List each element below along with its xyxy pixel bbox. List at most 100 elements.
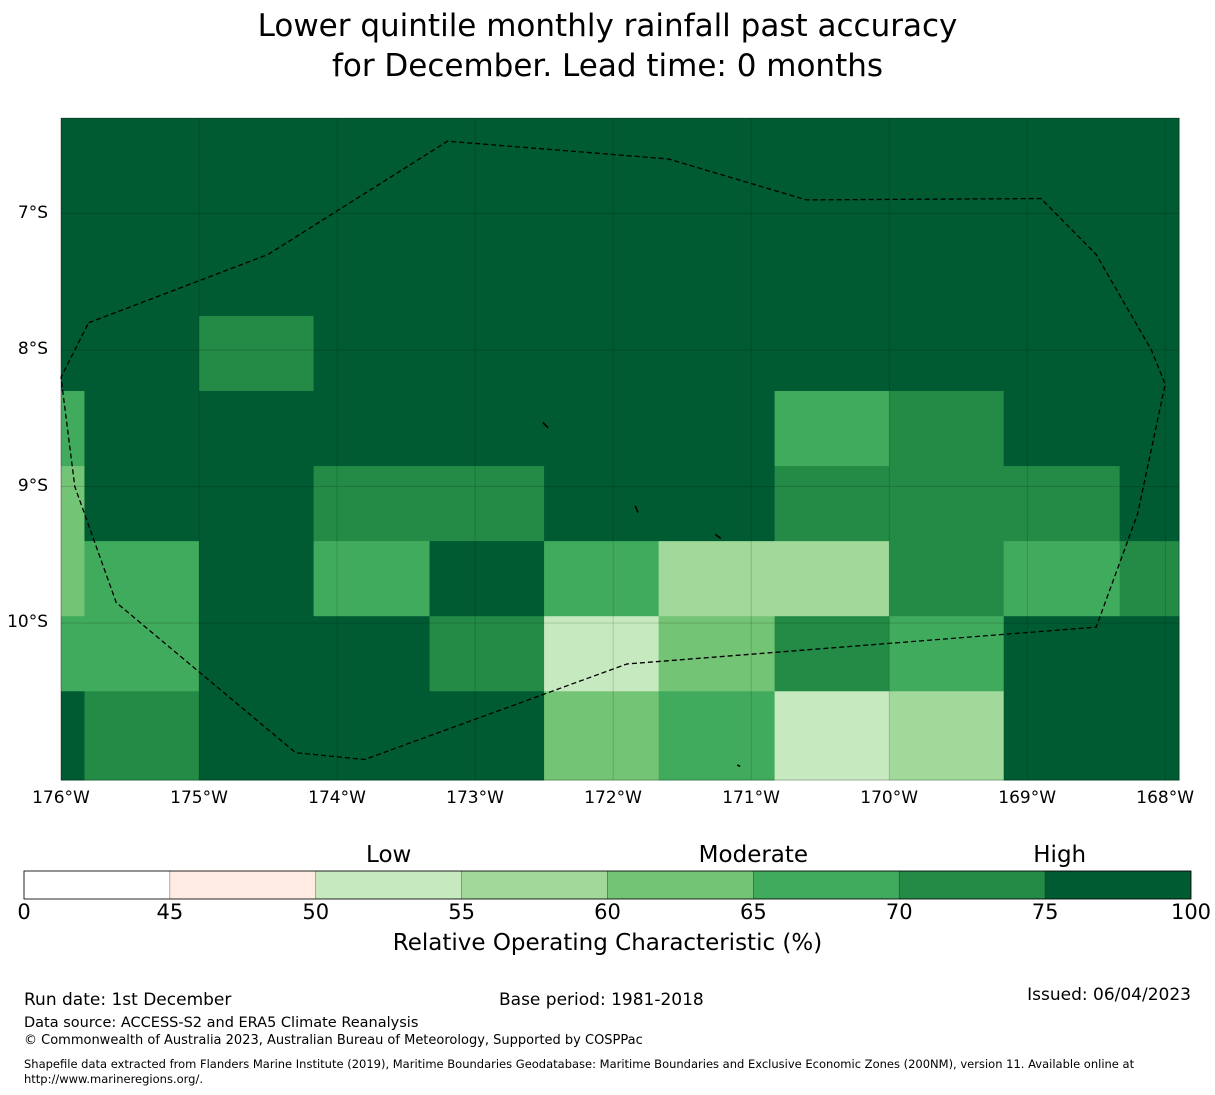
grid-cell-r3-c4 [429, 541, 545, 617]
grid-cell-r4-c7 [774, 616, 890, 692]
grid-cell-r0-c1 [84, 118, 200, 392]
lat-label-3: 10°S [7, 612, 48, 633]
grid-cell-r4-c1 [84, 616, 200, 692]
colorbar-frame [23, 870, 1192, 900]
colorbar [23, 870, 1192, 900]
grid-cell-r3-c8 [889, 541, 1005, 617]
grid-cell-r1-c9 [1003, 390, 1121, 467]
grid-cell-r1-c0 [61, 390, 85, 467]
grid-cell-r5-c1 [84, 691, 200, 781]
grid-cell-r0-c3 [313, 118, 431, 392]
colorbar-bin-1 [169, 870, 317, 900]
colorbar-category-high: High [1033, 842, 1087, 868]
grid-cell-r1-c1 [84, 390, 200, 467]
grid-cell-r1-c7 [774, 390, 890, 467]
colorbar-tick-6: 70 [885, 900, 913, 924]
grid-cell-r1-c5 [544, 390, 660, 467]
colorbar-title: Relative Operating Characteristic (%) [392, 930, 823, 956]
lat-label-0: 7°S [17, 202, 48, 223]
grid-cell-r0-c5 [544, 118, 660, 392]
copyright: © Commonwealth of Australia 2023, Austra… [24, 1033, 643, 1048]
grid-cell-r3-c0 [61, 541, 85, 617]
grid-cell-r2-c7 [774, 466, 890, 542]
grid-cell-r3-c5 [544, 541, 660, 617]
shapefile-credit-line-1: Shapefile data extracted from Flanders M… [24, 1057, 1135, 1071]
grid-cell-r0-c9 [1003, 118, 1121, 392]
grid-cell-r4-c8 [889, 616, 1005, 692]
grid-cell-r1-c3 [313, 390, 431, 467]
grid-cell-r1-c10 [1119, 390, 1180, 467]
title-line-1: Lower quintile monthly rainfall past acc… [257, 8, 958, 44]
map-frame [60, 117, 1180, 781]
grid-cell-r5-c3 [313, 691, 431, 781]
colorbar-bin-2 [315, 870, 462, 900]
islands-layer [542, 421, 741, 768]
colorbar-tick-2: 50 [302, 900, 330, 924]
grid-cell-r3-c3 [313, 541, 431, 617]
grid-cell-r4-c4 [429, 616, 545, 692]
grid-cell-r5-c2 [199, 691, 315, 781]
grid-cell-r5-c0 [61, 691, 85, 781]
grid-cell-r4-c10 [1119, 616, 1180, 692]
grid-cell-r0-c0 [61, 118, 85, 392]
grid-cell-extra-0 [199, 315, 314, 391]
grid-cell-r3-c7 [774, 541, 890, 617]
eez-boundary [60, 140, 1166, 761]
grid-cell-r5-c7 [774, 691, 890, 781]
grid-cell-r2-c3 [313, 466, 431, 542]
grid-cell-r2-c6 [658, 466, 776, 542]
island-2 [714, 533, 722, 540]
grid-cell-r5-c5 [544, 691, 660, 781]
map-gridlines [60, 118, 1179, 780]
grid-cell-r1-c4 [429, 390, 545, 467]
lat-label-1: 8°S [17, 339, 48, 360]
base-period: Base period: 1981-2018 [499, 990, 704, 1010]
colorbar-bin-0 [23, 870, 171, 900]
lon-label-2: 174°W [308, 788, 366, 808]
grid-cell-r3-c2 [199, 541, 315, 617]
grid-cell-r5-c9 [1003, 691, 1121, 781]
grid-cell-r3-c9 [1003, 541, 1121, 617]
data-source: Data source: ACCESS-S2 and ERA5 Climate … [24, 1015, 419, 1031]
island-0 [542, 421, 549, 429]
grid-cell-r5-c4 [429, 691, 545, 781]
lon-label-1: 175°W [170, 788, 228, 808]
grid-cell-r2-c2 [199, 466, 315, 542]
colorbar-tick-5: 65 [740, 900, 767, 924]
lon-label-7: 169°W [998, 788, 1057, 808]
colorbar-tick-3: 55 [448, 900, 475, 924]
colorbar-category-low: Low [366, 842, 412, 868]
colorbar-bin-4 [607, 870, 754, 900]
lon-label-0: 176°W [32, 788, 90, 808]
run-date: Run date: 1st December [24, 990, 232, 1010]
grid-cell-r2-c10 [1119, 466, 1180, 542]
rainfall-accuracy-grid [61, 118, 1180, 781]
grid-cell-r1-c8 [889, 390, 1005, 467]
colorbar-tick-4: 60 [594, 900, 621, 924]
grid-cell-r2-c5 [544, 466, 660, 542]
island-3 [736, 764, 741, 768]
grid-cell-r2-c4 [429, 466, 545, 542]
grid-cell-r2-c9 [1003, 466, 1121, 542]
grid-cell-r4-c2 [199, 616, 315, 692]
grid-cell-r2-c1 [84, 466, 200, 542]
grid-cell-r1-c2 [199, 390, 315, 467]
lon-label-8: 168°W [1136, 788, 1195, 808]
lon-label-3: 173°W [446, 788, 504, 808]
grid-cell-r5-c8 [889, 691, 1005, 781]
colorbar-tick-0: 0 [17, 900, 31, 924]
grid-cell-r2-c8 [889, 466, 1005, 542]
colorbar-tick-1: 45 [156, 900, 184, 924]
grid-cell-r2-c0 [61, 466, 85, 542]
grid-cell-r0-c6 [658, 118, 776, 392]
grid-cell-r4-c9 [1003, 616, 1121, 692]
grid-cell-r5-c6 [658, 691, 776, 781]
grid-cell-r4-c0 [61, 616, 85, 692]
grid-cell-r3-c10 [1119, 541, 1180, 617]
colorbar-bin-6 [898, 870, 1046, 900]
issued-date: Issued: 06/04/2023 [1027, 985, 1191, 1005]
colorbar-bin-5 [753, 870, 900, 900]
grid-cell-r1-c6 [658, 390, 776, 467]
grid-cell-r4-c6 [658, 616, 776, 692]
